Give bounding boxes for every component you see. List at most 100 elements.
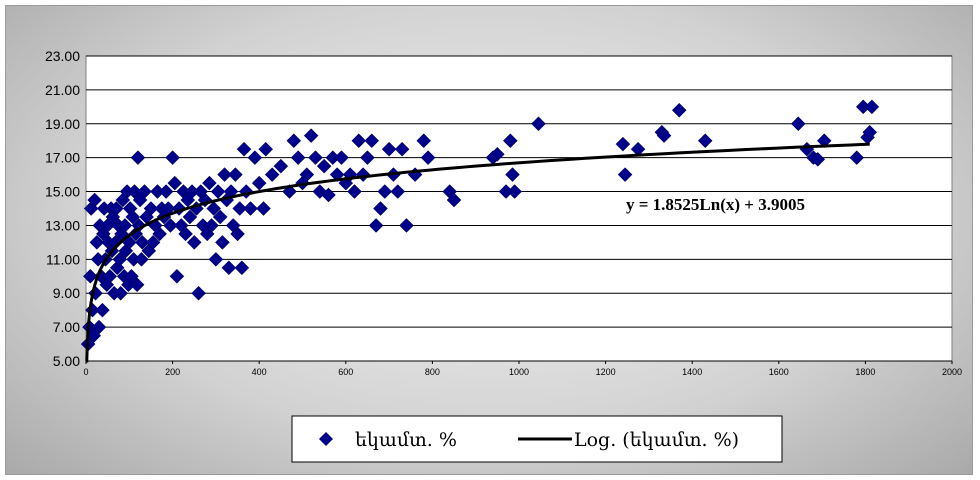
data-point: [303, 128, 319, 143]
legend-box: [291, 415, 783, 463]
data-point: [221, 260, 237, 276]
y-tick-label: 13.00: [45, 217, 80, 233]
data-point: [204, 218, 219, 233]
y-tick-label: 5.00: [53, 353, 80, 369]
data-point: [656, 128, 672, 143]
data-point: [862, 124, 878, 140]
data-point: [145, 235, 161, 250]
x-tick-label: 600: [338, 367, 353, 377]
legend-label-trendline: Log. (եկամտ. %): [574, 429, 739, 451]
data-point: [308, 150, 323, 166]
data-point: [299, 167, 315, 182]
data-point: [615, 136, 631, 152]
data-point: [197, 192, 213, 208]
data-point: [117, 218, 133, 233]
data-point: [112, 251, 128, 267]
data-point: [212, 209, 228, 225]
data-point: [505, 167, 520, 182]
data-points: [80, 99, 880, 352]
data-point: [202, 175, 217, 191]
x-tick-label: 0: [83, 367, 88, 377]
data-point: [286, 133, 302, 149]
data-point: [243, 201, 258, 216]
data-point: [489, 146, 505, 162]
data-point: [129, 277, 145, 293]
data-point: [228, 167, 243, 182]
data-point: [178, 226, 193, 242]
data-point: [617, 167, 633, 182]
data-point: [264, 167, 280, 182]
data-point: [167, 175, 183, 191]
trendline-equation: y = 1.8525Ln(x) + 3.9005: [626, 195, 805, 214]
data-point: [182, 209, 198, 225]
data-point: [273, 158, 289, 174]
data-point: [399, 218, 414, 233]
legend-marker-diamond: [319, 432, 333, 446]
data-point: [152, 226, 167, 242]
data-point: [134, 235, 150, 250]
data-point: [377, 184, 393, 199]
data-point: [321, 187, 336, 203]
data-point: [247, 150, 263, 166]
data-point: [312, 184, 328, 199]
data-point: [206, 201, 222, 216]
y-tick-label: 15.00: [45, 184, 80, 200]
data-point: [232, 201, 248, 216]
data-point: [191, 285, 206, 301]
y-tick-label: 7.00: [53, 319, 80, 335]
data-point: [502, 133, 518, 149]
data-point: [215, 235, 230, 250]
data-point: [368, 218, 384, 233]
data-point: [256, 201, 271, 216]
data-point: [360, 150, 375, 166]
x-tick-label: 2000: [942, 367, 962, 377]
data-point: [208, 251, 224, 267]
y-tick-label: 21.00: [45, 82, 80, 98]
data-point: [143, 201, 159, 216]
y-tick-label: 9.00: [53, 285, 80, 301]
legend: եկամտ. % Log. (եկամտ. %): [291, 415, 783, 463]
x-tick-label: 1200: [596, 367, 616, 377]
y-tick-label: 11.00: [46, 251, 80, 267]
x-tick-label: 1400: [682, 367, 702, 377]
legend-label-series: եկամտ. %: [355, 429, 457, 451]
x-axis-tick-labels: 0 200 400 600 800 1000 1200 1400 1600 1800 2000: [83, 361, 962, 377]
data-point: [394, 141, 410, 157]
data-point: [131, 218, 147, 233]
x-tick-label: 1600: [769, 367, 789, 377]
data-point: [169, 268, 185, 284]
data-point: [234, 260, 250, 276]
data-point: [186, 235, 202, 250]
data-point: [158, 184, 174, 199]
x-tick-label: 800: [425, 367, 440, 377]
data-point: [810, 152, 826, 167]
data-point: [95, 302, 110, 318]
data-point: [89, 235, 105, 250]
data-point: [163, 218, 178, 233]
data-point: [364, 133, 380, 149]
y-tick-label: 17.00: [45, 150, 80, 166]
data-point: [134, 251, 149, 267]
data-point: [137, 184, 152, 199]
data-point: [334, 150, 349, 166]
data-point: [316, 158, 332, 174]
data-point: [671, 102, 687, 118]
data-point: [165, 150, 180, 166]
data-point: [217, 167, 232, 182]
data-point: [258, 141, 274, 157]
data-point: [230, 226, 245, 242]
data-point: [113, 285, 128, 301]
data-point: [290, 150, 306, 166]
data-point: [87, 192, 103, 208]
x-tick-label: 400: [252, 367, 267, 377]
x-tick-label: 1000: [509, 367, 529, 377]
data-point: [108, 201, 124, 216]
data-point: [130, 150, 146, 166]
plot-area: [85, 55, 953, 362]
data-point: [790, 116, 806, 132]
data-point: [125, 209, 141, 225]
x-tick-label: 1800: [855, 367, 875, 377]
data-point: [849, 150, 865, 166]
data-point: [446, 192, 462, 208]
